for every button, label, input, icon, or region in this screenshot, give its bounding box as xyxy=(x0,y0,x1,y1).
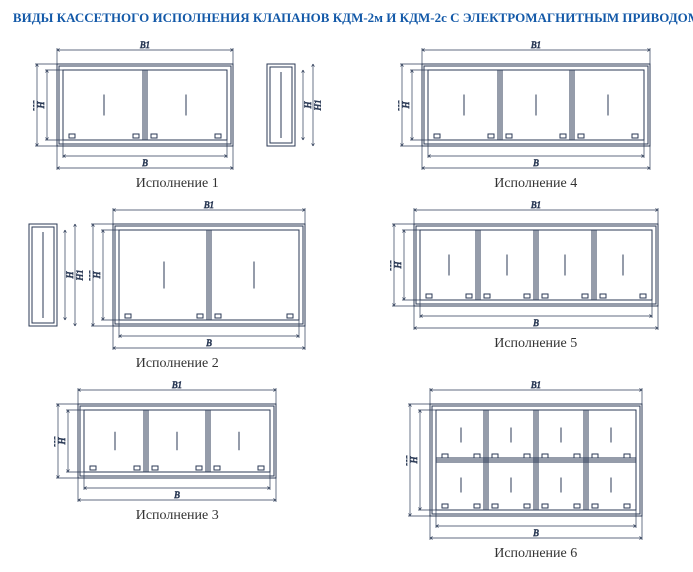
svg-text:В1: В1 xyxy=(531,380,541,390)
side-view-2: НН1 xyxy=(25,200,83,350)
front-view-4: В1ВВ1НН1 xyxy=(398,40,674,170)
svg-text:Н: Н xyxy=(393,261,403,269)
svg-text:Н1: Н1 xyxy=(406,455,409,467)
caption-4: Исполнение 4 xyxy=(494,176,577,192)
svg-text:Н: Н xyxy=(36,101,46,109)
svg-text:Н1: Н1 xyxy=(390,260,393,272)
caption-6: Исполнение 6 xyxy=(494,546,577,562)
caption-5: Исполнение 5 xyxy=(494,336,577,352)
caption-1: Исполнение 1 xyxy=(136,176,219,192)
svg-text:Н: Н xyxy=(409,456,419,464)
front-view-3: В1ВВ1НН1 xyxy=(54,380,300,502)
page-title: ВИДЫ КАССЕТНОГО ИСПОЛНЕНИЯ КЛАПАНОВ КДМ-… xyxy=(10,10,693,26)
variant-3: В1ВВ1НН1 Исполнение 3 xyxy=(18,380,337,562)
svg-text:В: В xyxy=(175,490,181,500)
diagram-grid: В1ВВ1НН1 НН1 Исполнение 1 В1ВВ1НН1 Испол… xyxy=(10,40,693,562)
front-view-6: В1ВВ1НН1 xyxy=(406,380,666,540)
svg-text:Н1: Н1 xyxy=(398,100,401,112)
svg-text:В: В xyxy=(533,318,539,328)
svg-text:Н1: Н1 xyxy=(75,270,83,282)
svg-text:В: В xyxy=(143,158,149,168)
svg-text:Н: Н xyxy=(401,101,411,109)
svg-text:Н: Н xyxy=(303,101,313,109)
svg-text:Н: Н xyxy=(92,271,102,279)
svg-text:В1: В1 xyxy=(172,380,182,390)
side-view-1: НН1 xyxy=(263,40,321,170)
svg-text:В: В xyxy=(533,528,539,538)
svg-text:Н1: Н1 xyxy=(33,100,36,112)
svg-text:Н1: Н1 xyxy=(313,100,321,112)
variant-4: В1ВВ1НН1 Исполнение 4 xyxy=(377,40,693,192)
variant-5: В1ВВ1НН1 Исполнение 5 xyxy=(377,200,693,372)
svg-text:Н: Н xyxy=(57,437,67,445)
svg-text:Н: Н xyxy=(65,271,75,279)
front-view-2: В1ВВ1НН1 xyxy=(89,200,329,350)
variant-2: НН1 В1ВВ1НН1 Исполнение 2 xyxy=(18,200,337,372)
svg-text:В1: В1 xyxy=(531,200,541,210)
caption-3: Исполнение 3 xyxy=(136,508,219,524)
front-view-5: В1ВВ1НН1 xyxy=(390,200,682,330)
svg-text:Н1: Н1 xyxy=(89,270,92,282)
svg-text:В: В xyxy=(207,338,213,348)
caption-2: Исполнение 2 xyxy=(136,356,219,372)
front-view-1: В1ВВ1НН1 xyxy=(33,40,257,170)
svg-text:В: В xyxy=(533,158,539,168)
svg-text:В1: В1 xyxy=(204,200,214,210)
variant-1: В1ВВ1НН1 НН1 Исполнение 1 xyxy=(18,40,337,192)
svg-text:В1: В1 xyxy=(140,40,150,50)
svg-text:В1: В1 xyxy=(531,40,541,50)
svg-text:Н1: Н1 xyxy=(54,436,57,448)
variant-6: В1ВВ1НН1 Исполнение 6 xyxy=(377,380,693,562)
